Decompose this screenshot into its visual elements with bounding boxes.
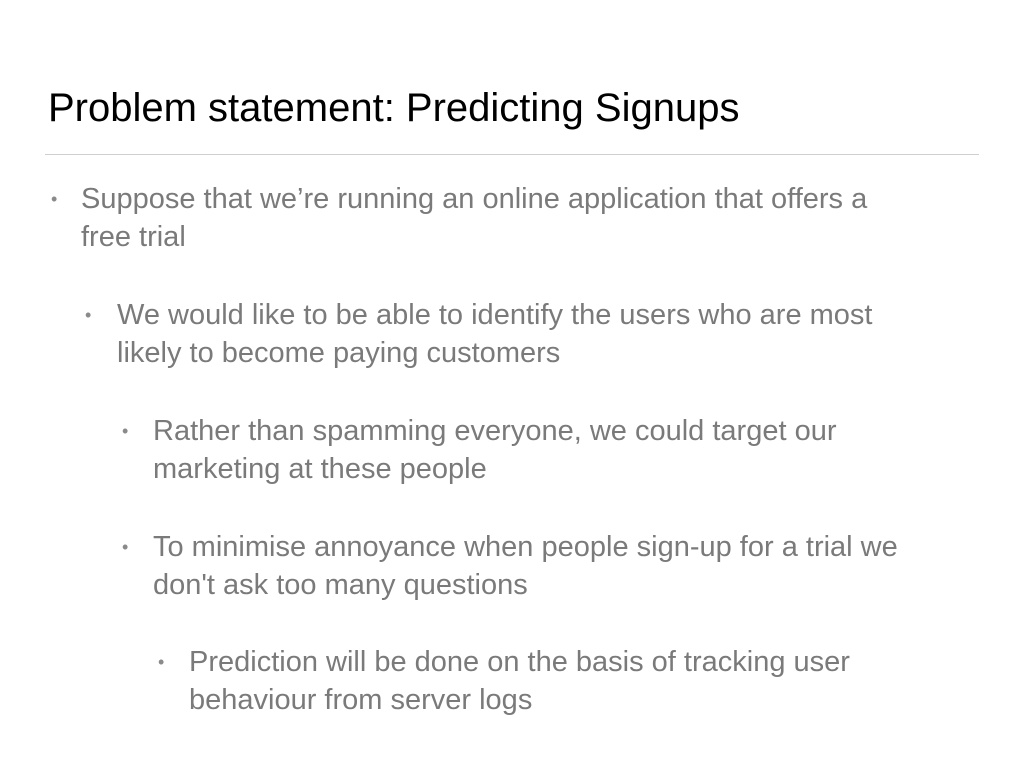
bullet-line: marketing at these people (153, 453, 487, 485)
bullet-dot-icon: • (51, 189, 58, 209)
bullet-line: likely to become paying customers (117, 337, 561, 369)
bullet-line: Prediction will be done on the basis of … (189, 646, 850, 678)
bullet-line: don't ask too many questions (153, 569, 528, 601)
bullet-item: • Prediction will be done on the basis o… (158, 643, 850, 719)
bullet-dot-icon: • (85, 305, 92, 325)
bullet-dot-icon: • (158, 652, 165, 672)
bullet-line: To minimise annoyance when people sign-u… (153, 531, 898, 563)
title-divider (45, 154, 979, 155)
bullet-line: We would like to be able to identify the… (117, 299, 873, 331)
bullet-item: • Rather than spamming everyone, we coul… (122, 412, 837, 488)
bullet-line: behaviour from server logs (189, 684, 533, 716)
slide-title: Problem statement: Predicting Signups (48, 86, 740, 130)
bullet-item: • We would like to be able to identify t… (85, 296, 873, 372)
bullet-line: Rather than spamming everyone, we could … (153, 415, 837, 447)
bullet-dot-icon: • (122, 537, 129, 557)
bullet-item: • Suppose that we’re running an online a… (51, 180, 868, 256)
bullet-line: Suppose that we’re running an online app… (81, 183, 868, 215)
bullet-line: free trial (81, 221, 186, 253)
bullet-dot-icon: • (122, 421, 129, 441)
bullet-item: • To minimise annoyance when people sign… (122, 528, 898, 604)
